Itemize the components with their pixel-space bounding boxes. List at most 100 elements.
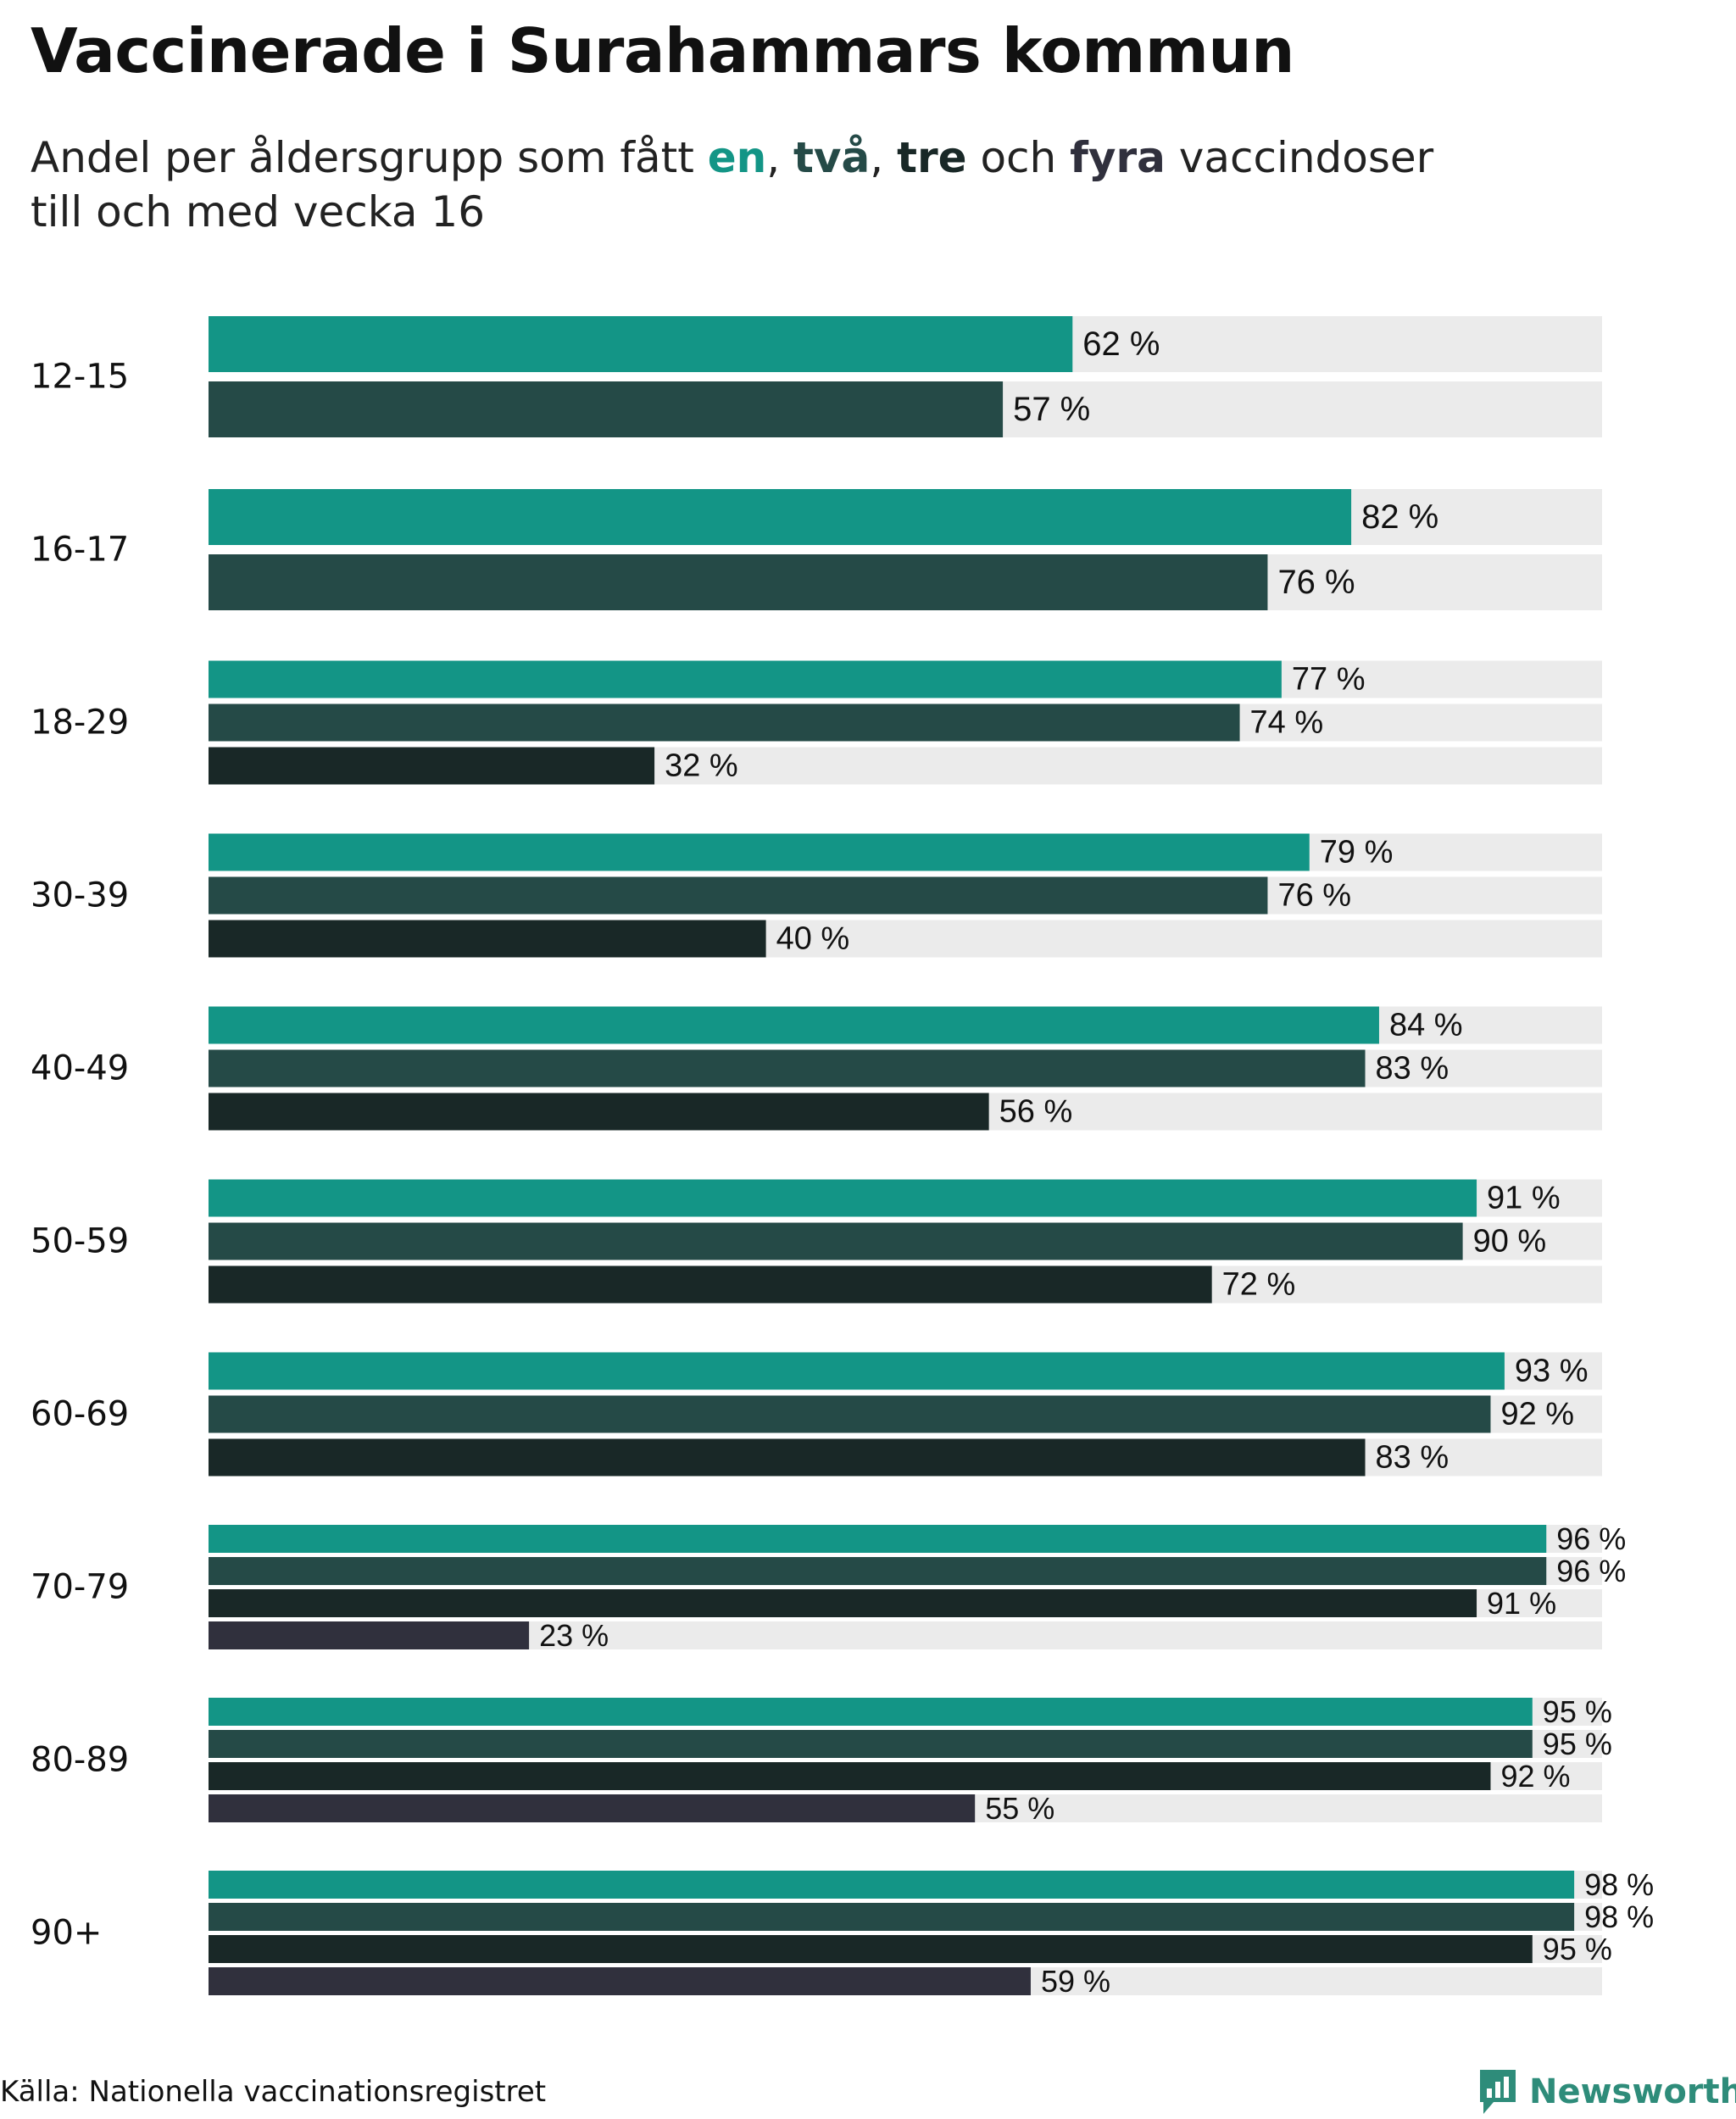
bar-en	[209, 660, 1282, 698]
age-group-12-15: 12-15 62 % 57 %	[31, 316, 1602, 437]
subtitle-text-pre: Andel per åldersgrupp som fått	[31, 133, 708, 182]
bar-tre	[209, 1265, 1212, 1304]
bar-en	[209, 1871, 1575, 1899]
age-group-16-17: 16-17 82 %76 %	[31, 489, 1602, 610]
bar-två	[209, 876, 1268, 915]
bar-fyra	[209, 1794, 976, 1822]
bar-två	[209, 1903, 1575, 1931]
value-label: 92 %	[1500, 1397, 1574, 1432]
category-label: 40-49	[31, 1049, 129, 1088]
value-label: 40 %	[776, 921, 850, 957]
value-label: 83 %	[1376, 1440, 1449, 1476]
value-label: 76 %	[1277, 564, 1355, 601]
bar-två	[209, 1222, 1463, 1260]
bar-en	[209, 489, 1352, 545]
bar-två	[209, 1730, 1533, 1758]
legend-key-fyra: fyra	[1070, 133, 1166, 182]
value-label: 57 %	[1013, 391, 1090, 428]
value-label: 76 %	[1277, 878, 1351, 914]
bar-tre	[209, 1935, 1533, 1963]
subtitle-line-2: till och med vecka 16	[31, 187, 486, 236]
bar-en	[209, 1179, 1477, 1217]
value-label: 62 %	[1082, 325, 1160, 363]
category-label: 50-59	[31, 1222, 129, 1261]
value-label: 96 %	[1556, 1521, 1626, 1556]
value-label: 95 %	[1543, 1932, 1612, 1966]
bar-tre	[209, 1438, 1366, 1477]
chart-subtitle: Andel per åldersgrupp som fått en, två, …	[31, 131, 1433, 239]
bar-två	[209, 1557, 1547, 1585]
bar-två	[209, 381, 1004, 437]
subtitle-sep-2: ,	[870, 133, 898, 182]
bar-en	[209, 833, 1310, 871]
newsworthy-logo-icon	[1480, 2070, 1516, 2114]
value-label: 98 %	[1584, 1867, 1654, 1902]
value-label: 91 %	[1487, 1181, 1561, 1216]
category-label: 90+	[31, 1914, 102, 1953]
category-label: 70-79	[31, 1568, 129, 1607]
value-label: 95 %	[1543, 1694, 1612, 1729]
subtitle-sep-1: ,	[766, 133, 794, 182]
category-label: 30-39	[31, 876, 129, 915]
value-label: 90 %	[1473, 1224, 1547, 1260]
bar-tre	[209, 747, 655, 785]
age-group-60-69: 60-69 93 % 92 % 83 %	[31, 1352, 1602, 1477]
bar-två	[209, 1049, 1366, 1087]
age-group-30-39: 30-39 79 % 76 % 40 %	[31, 833, 1602, 958]
bar-en	[209, 1698, 1533, 1726]
bar-fyra	[209, 1967, 1031, 1995]
category-label: 18-29	[31, 704, 129, 742]
age-group-70-79: 70-79 96 %96 %91 % 23 %	[31, 1521, 1626, 1653]
value-label: 96 %	[1556, 1554, 1626, 1588]
value-label: 95 %	[1543, 1727, 1612, 1761]
legend-key-tva: två	[793, 133, 871, 182]
bar-tre	[209, 1093, 989, 1131]
legend-key-en: en	[707, 133, 767, 182]
value-label: 79 %	[1320, 835, 1394, 870]
brand-name: Newsworthy	[1529, 2072, 1736, 2111]
subtitle-line-1: Andel per åldersgrupp som fått en, två, …	[31, 131, 1433, 185]
age-group-40-49: 40-49 84 % 83 % 56 %	[31, 1006, 1602, 1131]
bar-tre	[209, 920, 766, 958]
age-group-50-59: 50-59 91 % 90 % 72 %	[31, 1179, 1602, 1304]
value-label: 93 %	[1515, 1354, 1589, 1389]
age-group-18-29: 18-29 77 % 74 % 32 %	[31, 660, 1602, 785]
bar-fyra	[209, 1621, 530, 1649]
value-label: 32 %	[665, 748, 738, 784]
bar-tre	[209, 1589, 1477, 1617]
value-label: 23 %	[539, 1618, 609, 1653]
value-label: 59 %	[1041, 1964, 1110, 1999]
bar-en	[209, 1352, 1505, 1390]
bar-en	[209, 1525, 1547, 1553]
value-label: 82 %	[1361, 498, 1438, 536]
source-note: Källa: Nationella vaccinationsregistret	[0, 2075, 547, 2109]
chart-title: Vaccinerade i Surahammars kommun	[31, 15, 1294, 86]
value-label: 72 %	[1222, 1267, 1296, 1303]
value-label: 83 %	[1376, 1051, 1449, 1087]
value-label: 98 %	[1584, 1899, 1654, 1934]
age-group-90+: 90+98 %98 %95 %59 %	[31, 1867, 1654, 1999]
value-label: 77 %	[1292, 662, 1366, 698]
bar-en	[209, 1006, 1379, 1044]
brand-logo: Newsworthy	[1477, 2068, 1736, 2116]
legend-key-tre: tre	[897, 133, 967, 182]
subtitle-text-mid: och	[966, 133, 1071, 182]
value-label: 74 %	[1250, 705, 1324, 741]
bar-två	[209, 1395, 1491, 1433]
category-label: 12-15	[31, 358, 129, 397]
category-label: 80-89	[31, 1741, 129, 1780]
subtitle-text-post: vaccindoser	[1165, 133, 1434, 182]
bar-en	[209, 316, 1073, 372]
value-label: 84 %	[1389, 1008, 1463, 1043]
bar-två	[209, 704, 1240, 742]
value-label: 91 %	[1487, 1586, 1556, 1621]
category-label: 16-17	[31, 531, 129, 570]
bar-tre	[209, 1762, 1491, 1790]
category-label: 60-69	[31, 1395, 129, 1434]
value-label: 56 %	[999, 1094, 1073, 1130]
bar-två	[209, 554, 1268, 610]
value-label: 55 %	[985, 1791, 1054, 1826]
value-label: 92 %	[1500, 1759, 1570, 1794]
